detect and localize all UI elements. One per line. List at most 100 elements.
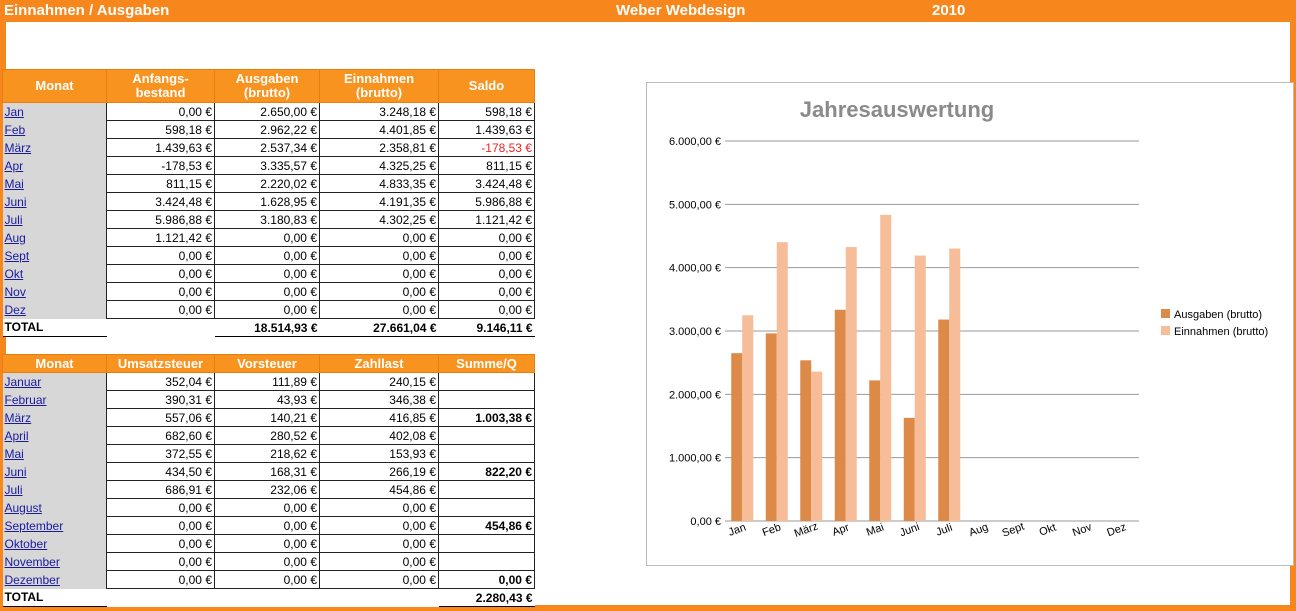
month-cell[interactable]: September [2,516,107,535]
month-link[interactable]: Juni [4,464,27,479]
value-cell[interactable]: 3.335,57 € [214,156,320,175]
value-cell[interactable] [438,552,535,571]
month-cell[interactable]: Dezember [2,570,107,589]
value-cell[interactable]: 1.121,42 € [438,210,535,229]
month-cell[interactable]: Okt [2,264,107,283]
value-cell[interactable]: 0,00 € [319,282,439,301]
value-cell[interactable]: 0,00 € [319,246,439,265]
value-cell[interactable]: 0,00 € [106,300,215,319]
value-cell[interactable]: 0,00 € [438,228,535,247]
value-cell[interactable] [438,498,535,517]
value-cell[interactable]: 1.439,63 € [438,120,535,139]
value-cell[interactable]: 822,20 € [438,462,535,481]
value-cell[interactable]: 811,15 € [438,156,535,175]
month-link[interactable]: Jan [4,104,24,119]
month-link[interactable]: Juli [4,212,23,227]
month-link[interactable]: Februar [4,392,47,407]
month-cell[interactable]: Apr [2,156,107,175]
month-cell[interactable]: Sept [2,246,107,265]
value-cell[interactable]: 5.986,88 € [106,210,215,229]
month-cell[interactable]: März [2,138,107,157]
value-cell[interactable]: 4.302,25 € [319,210,439,229]
value-cell[interactable]: 0,00 € [319,516,439,535]
value-cell[interactable]: 2.537,34 € [214,138,320,157]
month-link[interactable]: April [4,428,29,443]
month-cell[interactable]: Mai [2,174,107,193]
month-link[interactable]: Feb [4,122,26,137]
value-cell[interactable]: 0,00 € [214,228,320,247]
value-cell[interactable]: 372,55 € [106,444,215,463]
value-cell[interactable]: 4.833,35 € [319,174,439,193]
month-cell[interactable]: Mai [2,444,107,463]
month-cell[interactable]: Juni [2,462,107,481]
value-cell[interactable]: 390,31 € [106,390,215,409]
value-cell[interactable]: 4.401,85 € [319,120,439,139]
value-cell[interactable]: 0,00 € [106,498,215,517]
value-cell[interactable]: 0,00 € [214,498,320,517]
value-cell[interactable] [438,372,535,391]
value-cell[interactable]: 557,06 € [106,408,215,427]
value-cell[interactable]: 2.650,00 € [214,102,320,121]
month-link[interactable]: März [4,140,32,155]
value-cell[interactable]: 598,18 € [438,102,535,121]
value-cell[interactable]: 4.191,35 € [319,192,439,211]
value-cell[interactable]: 0,00 € [106,534,215,553]
value-cell[interactable]: 140,21 € [214,408,320,427]
col-header-saldo[interactable]: Saldo [438,69,535,103]
value-cell[interactable]: 352,04 € [106,372,215,391]
value-cell[interactable]: 0,00 € [106,552,215,571]
value-cell[interactable]: 0,00 € [438,264,535,283]
value-cell[interactable]: 0,00 € [438,570,535,589]
value-cell[interactable]: 1.121,42 € [106,228,215,247]
month-cell[interactable]: November [2,552,107,571]
value-cell[interactable]: 266,19 € [319,462,439,481]
month-cell[interactable]: April [2,426,107,445]
month-link[interactable]: November [4,554,60,569]
col-header-summe-q[interactable]: Summe/Q [438,354,535,373]
month-link[interactable]: Mai [4,176,24,191]
month-link[interactable]: Juni [4,194,27,209]
value-cell[interactable]: 454,86 € [319,480,439,499]
value-cell[interactable]: 811,15 € [106,174,215,193]
value-cell[interactable]: 232,06 € [214,480,320,499]
month-link[interactable]: Januar [4,374,42,389]
value-cell[interactable]: 2.220,02 € [214,174,320,193]
value-cell[interactable]: 0,00 € [106,102,215,121]
value-cell[interactable]: 0,00 € [214,534,320,553]
value-cell[interactable]: 346,38 € [319,390,439,409]
month-link[interactable]: März [4,410,32,425]
month-link[interactable]: Okt [4,266,24,281]
col-header-ausgaben[interactable]: Ausgaben (brutto) [214,69,320,103]
value-cell[interactable]: 4.325,25 € [319,156,439,175]
value-cell[interactable]: 0,00 € [319,552,439,571]
col-header-umsatzsteuer[interactable]: Umsatzsteuer [106,354,215,373]
value-cell[interactable] [438,390,535,409]
value-cell[interactable]: 0,00 € [106,570,215,589]
value-cell[interactable] [438,426,535,445]
month-cell[interactable]: Juni [2,192,107,211]
value-cell[interactable]: 1.003,38 € [438,408,535,427]
value-cell[interactable]: 402,08 € [319,426,439,445]
value-cell[interactable]: 0,00 € [438,246,535,265]
month-cell[interactable]: August [2,498,107,517]
value-cell[interactable]: 416,85 € [319,408,439,427]
col-header-zahllast[interactable]: Zahllast [319,354,439,373]
value-cell[interactable]: 0,00 € [319,300,439,319]
value-cell[interactable]: 454,86 € [438,516,535,535]
col-header-anfangsbestand[interactable]: Anfangs-bestand [106,69,215,103]
month-cell[interactable]: Juli [2,480,107,499]
month-cell[interactable]: Nov [2,282,107,301]
month-cell[interactable]: Dez [2,300,107,319]
col-header-vorsteuer[interactable]: Vorsteuer [214,354,320,373]
value-cell[interactable]: 0,00 € [319,498,439,517]
value-cell[interactable]: 1.439,63 € [106,138,215,157]
value-cell[interactable]: 0,00 € [438,300,535,319]
value-cell[interactable]: 218,62 € [214,444,320,463]
value-cell[interactable]: 240,15 € [319,372,439,391]
value-cell[interactable]: 682,60 € [106,426,215,445]
value-cell[interactable]: 0,00 € [319,264,439,283]
month-link[interactable]: Sept [4,248,30,263]
month-cell[interactable]: Juli [2,210,107,229]
value-cell[interactable]: 0,00 € [214,300,320,319]
col-header-monat[interactable]: Monat [2,69,107,103]
